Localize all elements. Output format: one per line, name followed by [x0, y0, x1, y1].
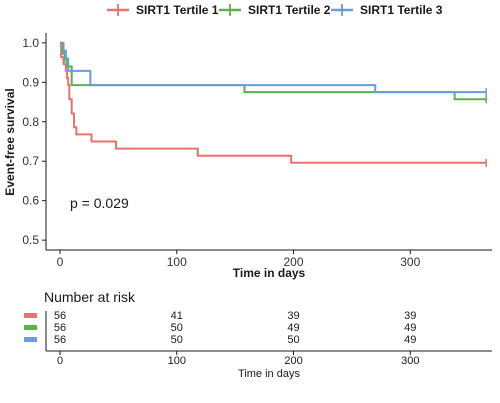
risk-cell: 49	[287, 322, 299, 334]
x-axis-ticks: 0 100 200 300	[57, 250, 421, 269]
y-tick-label: 1.0	[22, 36, 39, 50]
risk-cell: 50	[171, 322, 183, 334]
risk-x-tick-label: 200	[284, 355, 302, 367]
x-axis-title: Time in days	[233, 266, 306, 280]
risk-cell: 41	[171, 310, 183, 322]
risk-cell: 39	[287, 310, 299, 322]
series-line-1	[60, 41, 487, 164]
risk-cell: 56	[54, 310, 66, 322]
risk-cell: 49	[404, 334, 416, 346]
y-tick-label: 0.9	[22, 75, 39, 89]
series-line-2	[60, 41, 487, 101]
risk-x-tick-label: 300	[401, 355, 419, 367]
risk-row-swatch-2	[24, 325, 37, 330]
y-tick-label: 0.6	[22, 194, 39, 208]
risk-cell: 39	[404, 310, 416, 322]
y-axis-title: Event-free survival	[3, 88, 17, 195]
x-tick-label: 300	[400, 255, 420, 269]
x-tick-label: 100	[167, 255, 187, 269]
legend-label-1: SIRT1 Tertile 1	[136, 3, 219, 17]
risk-cell: 56	[54, 322, 66, 334]
y-axis-ticks: 0.5 0.6 0.7 0.8 0.9 1.0	[22, 36, 46, 247]
x-tick-label: 0	[57, 255, 64, 269]
legend-item-2: SIRT1 Tertile 2	[219, 3, 331, 17]
y-tick-label: 0.5	[22, 233, 39, 247]
risk-table-x-ticks: 0 100 200 300	[57, 351, 419, 367]
series-line-3	[60, 41, 487, 94]
risk-x-tick-label: 100	[168, 355, 186, 367]
legend-item-3: SIRT1 Tertile 3	[331, 3, 443, 17]
legend-item-1: SIRT1 Tertile 1	[107, 3, 219, 17]
x-tick-label: 200	[284, 255, 304, 269]
risk-row-swatch-1	[24, 313, 37, 318]
risk-table-x-title: Time in days	[238, 368, 300, 380]
legend-label-2: SIRT1 Tertile 2	[248, 3, 331, 17]
risk-cell: 50	[287, 334, 299, 346]
risk-cell: 50	[171, 334, 183, 346]
legend: SIRT1 Tertile 1 SIRT1 Tertile 2 SIRT1 Te…	[107, 3, 443, 17]
risk-cell: 56	[54, 334, 66, 346]
risk-cell: 49	[404, 322, 416, 334]
legend-label-3: SIRT1 Tertile 3	[360, 3, 443, 17]
risk-row-swatch-3	[24, 337, 37, 342]
risk-x-tick-label: 0	[57, 355, 63, 367]
series-layer	[60, 41, 487, 167]
risk-table-swatches	[24, 313, 37, 342]
risk-table-title: Number at risk	[44, 289, 136, 305]
y-tick-label: 0.8	[22, 115, 39, 129]
p-value-annotation: p = 0.029	[70, 195, 129, 211]
y-tick-label: 0.7	[22, 154, 39, 168]
